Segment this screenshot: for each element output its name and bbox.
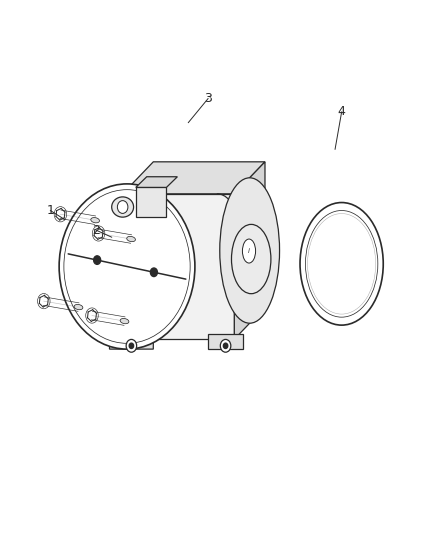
Ellipse shape [242, 239, 255, 263]
Circle shape [223, 343, 228, 349]
Polygon shape [110, 334, 153, 349]
Circle shape [126, 340, 137, 352]
Circle shape [117, 200, 128, 213]
Text: 2: 2 [92, 224, 100, 237]
Ellipse shape [305, 211, 378, 317]
Ellipse shape [120, 318, 129, 324]
Circle shape [220, 340, 231, 352]
Ellipse shape [307, 214, 376, 314]
Polygon shape [136, 177, 177, 188]
Ellipse shape [127, 236, 135, 241]
Ellipse shape [91, 217, 99, 223]
Text: i: i [248, 248, 250, 254]
Ellipse shape [112, 197, 134, 217]
Text: 3: 3 [204, 92, 212, 105]
Polygon shape [123, 194, 234, 339]
Polygon shape [234, 162, 265, 339]
Polygon shape [123, 162, 265, 194]
Circle shape [94, 256, 101, 264]
Ellipse shape [220, 178, 279, 323]
Circle shape [129, 343, 134, 349]
Bar [136, 188, 166, 217]
Ellipse shape [300, 203, 383, 325]
Polygon shape [208, 334, 243, 349]
Circle shape [150, 268, 157, 277]
Text: 4: 4 [338, 106, 346, 118]
Circle shape [59, 184, 195, 349]
Ellipse shape [74, 304, 83, 310]
Ellipse shape [231, 224, 271, 294]
Text: 1: 1 [46, 204, 54, 217]
Circle shape [64, 190, 190, 343]
